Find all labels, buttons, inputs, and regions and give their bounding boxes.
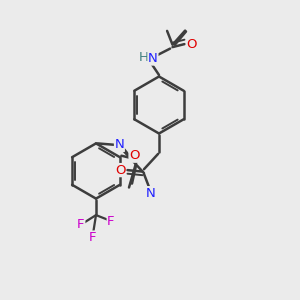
Text: N: N — [146, 187, 156, 200]
Text: F: F — [107, 214, 115, 228]
Text: H: H — [139, 51, 148, 64]
Text: O: O — [187, 38, 197, 51]
Text: N: N — [148, 52, 158, 65]
Text: N: N — [115, 138, 124, 152]
Text: F: F — [89, 231, 96, 244]
Text: F: F — [77, 218, 85, 231]
Text: O: O — [115, 164, 125, 177]
Text: N: N — [146, 187, 156, 200]
Text: O: O — [129, 149, 140, 162]
